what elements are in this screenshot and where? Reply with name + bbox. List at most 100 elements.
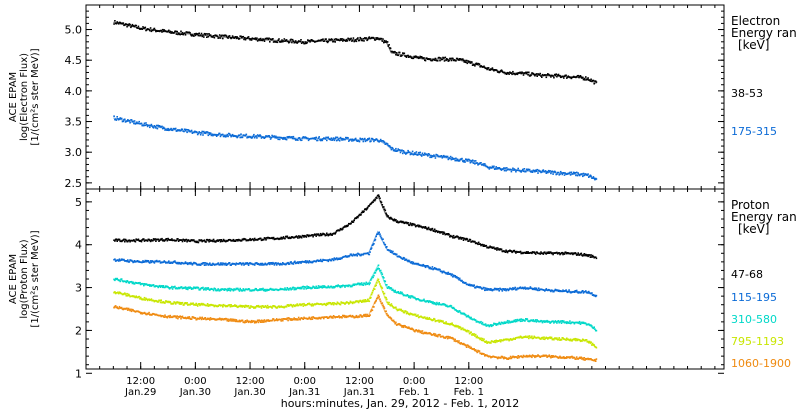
data-point (391, 251, 393, 254)
data-point (265, 288, 267, 291)
data-point (343, 285, 346, 287)
data-point (572, 321, 575, 324)
data-point (523, 168, 526, 170)
data-point (184, 261, 187, 263)
data-point (471, 61, 473, 63)
data-point (234, 36, 237, 38)
y-axis-label: ACE EPAM (8, 72, 19, 122)
data-point (572, 291, 574, 293)
data-point (329, 285, 332, 288)
data-point (547, 355, 550, 358)
data-point (453, 340, 456, 342)
data-point (259, 37, 262, 40)
data-point (184, 287, 186, 289)
data-point (152, 238, 155, 240)
data-point (299, 318, 301, 321)
data-point (271, 134, 273, 137)
data-point (496, 357, 499, 360)
data-point (177, 33, 179, 36)
data-point (344, 316, 346, 319)
data-point (148, 238, 150, 241)
data-point (265, 320, 267, 323)
data-point (275, 318, 278, 320)
data-point (535, 251, 538, 253)
data-point (565, 357, 567, 359)
data-point (351, 302, 354, 305)
data-point (235, 319, 238, 321)
data-point (186, 240, 188, 243)
data-point (463, 312, 466, 315)
data-point (503, 288, 505, 290)
data-point (475, 62, 478, 65)
data-point (285, 263, 288, 265)
data-point (383, 305, 385, 308)
data-point (238, 134, 241, 136)
data-point (150, 30, 153, 33)
data-point (269, 138, 272, 140)
data-point (327, 285, 330, 287)
data-point (500, 288, 503, 291)
data-point (389, 145, 391, 147)
data-point (136, 121, 138, 123)
data-point (272, 318, 275, 320)
data-point (575, 321, 577, 324)
data-point (525, 355, 527, 358)
data-point (446, 272, 448, 274)
data-point (539, 72, 541, 75)
data-point (410, 328, 412, 330)
data-point (244, 238, 247, 240)
data-point (308, 302, 311, 305)
legend-title: Energy ran (731, 26, 797, 40)
data-point (147, 313, 150, 315)
data-point (548, 321, 551, 323)
data-point (491, 165, 494, 168)
data-point (516, 73, 519, 76)
data-point (219, 318, 222, 320)
data-point (261, 39, 264, 42)
data-point (113, 115, 115, 117)
data-point (507, 72, 510, 74)
data-point (563, 252, 565, 254)
data-point (183, 239, 185, 241)
data-point (291, 38, 294, 41)
data-point (199, 317, 202, 319)
data-point (353, 219, 355, 222)
data-point (169, 30, 172, 33)
y-tick-label: 1 (75, 367, 82, 380)
data-point (332, 232, 335, 235)
data-point (529, 286, 532, 288)
data-point (386, 287, 389, 289)
data-point (143, 238, 145, 240)
data-point (547, 338, 549, 340)
data-point (575, 76, 578, 78)
data-point (150, 261, 153, 264)
data-point (364, 315, 366, 317)
data-point (378, 38, 380, 41)
data-point (550, 172, 552, 175)
data-point (483, 244, 485, 246)
data-point (199, 264, 202, 266)
data-point (464, 161, 466, 163)
data-point (238, 37, 241, 40)
data-point (572, 321, 574, 324)
data-point (207, 35, 210, 38)
data-point (541, 355, 544, 358)
data-point (272, 289, 275, 291)
data-point (369, 251, 371, 253)
data-point (411, 150, 414, 153)
data-point (358, 283, 361, 286)
data-point (522, 354, 525, 357)
data-point (302, 41, 305, 44)
data-point (440, 155, 443, 157)
data-point (450, 323, 453, 326)
data-point (319, 286, 322, 289)
data-point (205, 241, 207, 243)
data-point (467, 314, 469, 317)
data-point (377, 294, 380, 297)
data-point (572, 171, 575, 174)
data-point (462, 161, 465, 163)
data-point (189, 304, 191, 306)
data-point (572, 253, 574, 256)
data-point (429, 332, 431, 334)
data-point (234, 288, 237, 291)
